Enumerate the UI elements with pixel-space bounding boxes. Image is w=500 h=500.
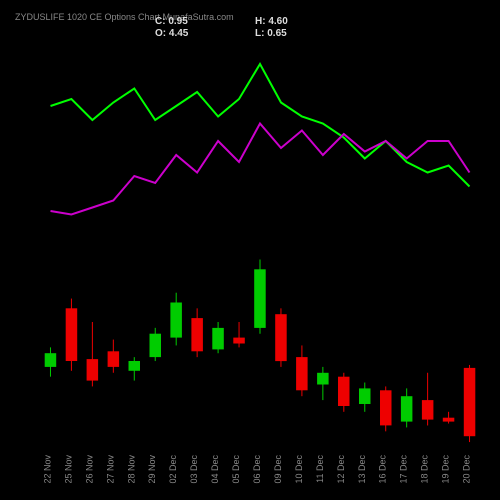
candle-body xyxy=(464,368,476,436)
candle-body xyxy=(129,361,141,371)
x-axis-label: 18 Dec xyxy=(420,455,430,484)
candle-body xyxy=(422,400,434,420)
x-axis-label: 11 Dec xyxy=(315,455,325,483)
ohlc-open: O: 4.45 xyxy=(155,28,188,39)
candle-body xyxy=(212,328,224,350)
x-axis-label: 13 Dec xyxy=(357,455,367,484)
x-axis-label: 09 Dec xyxy=(273,455,283,484)
line-b xyxy=(51,124,470,215)
candle-body xyxy=(87,359,99,381)
candle-body xyxy=(254,269,266,328)
candle-body xyxy=(443,418,455,422)
candle-body xyxy=(66,308,78,361)
candle-body xyxy=(275,314,287,361)
x-axis-label: 27 Nov xyxy=(105,455,115,484)
candle-body xyxy=(108,351,120,367)
x-axis-label: 05 Dec xyxy=(231,455,241,484)
candle-body xyxy=(150,334,162,357)
chart-container: { "header": { "title": "ZYDUSLIFE 1020 C… xyxy=(0,0,500,500)
ohlc-high: H: 4.60 xyxy=(255,16,288,27)
x-axis-label: 17 Dec xyxy=(399,455,409,484)
x-axis-label: 06 Dec xyxy=(252,455,262,484)
x-axis-label: 19 Dec xyxy=(441,455,451,484)
candle-body xyxy=(296,357,308,390)
x-axis-label: 16 Dec xyxy=(378,455,388,484)
chart-title: ZYDUSLIFE 1020 CE Options Chart MunafaSu… xyxy=(15,12,234,22)
candle-body xyxy=(233,338,245,344)
candle-body xyxy=(338,377,350,406)
candle-body xyxy=(317,373,329,385)
x-axis-label: 02 Dec xyxy=(168,455,178,484)
x-axis-label: 22 Nov xyxy=(42,455,52,484)
ohlc-low: L: 0.65 xyxy=(255,28,287,39)
candle-body xyxy=(191,318,203,351)
ohlc-close: C: 0.95 xyxy=(155,16,188,27)
candle-body xyxy=(170,303,182,338)
x-axis-label: 10 Dec xyxy=(294,455,304,484)
x-axis-label: 04 Dec xyxy=(210,455,220,484)
x-axis-label: 03 Dec xyxy=(189,455,199,484)
x-axis-label: 25 Nov xyxy=(63,455,73,484)
x-axis-label: 28 Nov xyxy=(126,455,136,484)
candle-body xyxy=(359,388,371,404)
x-axis-label: 20 Dec xyxy=(462,455,472,484)
chart-svg: 22 Nov 25 Nov 26 Nov 27 Nov 28 Nov 29 Nov 02 D… xyxy=(0,0,500,500)
candle-body xyxy=(401,396,413,421)
candle-body xyxy=(380,390,392,425)
x-axis-label: 12 Dec xyxy=(336,455,346,484)
x-axis-label: 26 Nov xyxy=(84,455,94,484)
x-axis-label: 29 Nov xyxy=(147,455,157,484)
candle-body xyxy=(45,353,57,367)
